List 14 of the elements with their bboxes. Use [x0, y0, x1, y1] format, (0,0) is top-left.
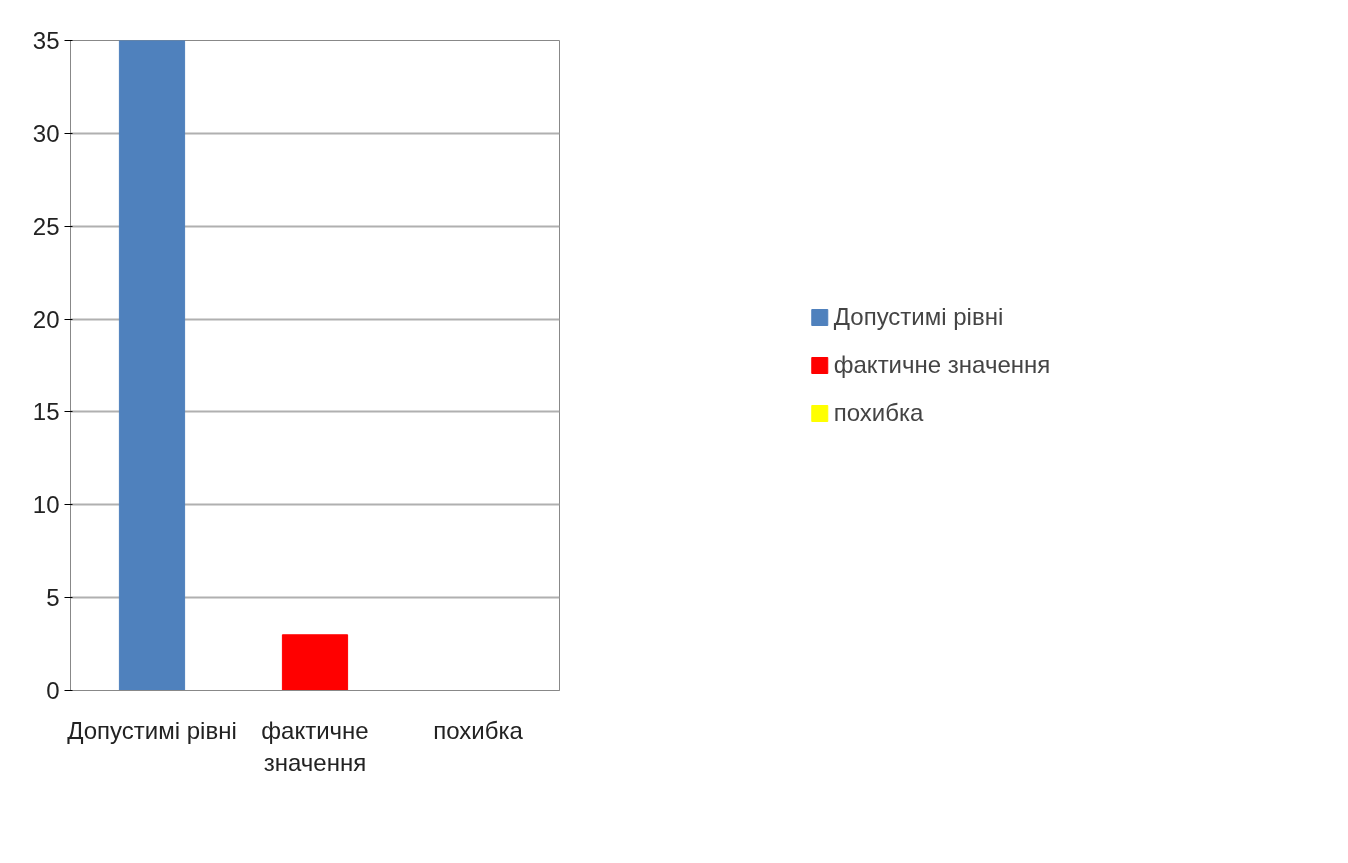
legend-label: похибка [833, 399, 924, 427]
y-tick-label: 15 [32, 398, 60, 426]
y-tick-label: 5 [46, 584, 60, 612]
y-tick-label: 20 [32, 305, 60, 333]
y-tick-label: 0 [46, 677, 60, 704]
y-tick-label: 25 [32, 212, 60, 240]
y-tick-label: 30 [32, 119, 60, 147]
x-tick-label: Допустимі рівні [67, 716, 237, 744]
y-tick-label: 10 [32, 491, 60, 519]
x-tick-label: фактичне значення [261, 716, 369, 776]
x-tick-label: похибка [433, 716, 524, 744]
legend-label: фактичне значення [833, 351, 1051, 379]
y-tick-label: 35 [32, 27, 60, 54]
legend-label: Допустимі рівні [833, 303, 1004, 331]
